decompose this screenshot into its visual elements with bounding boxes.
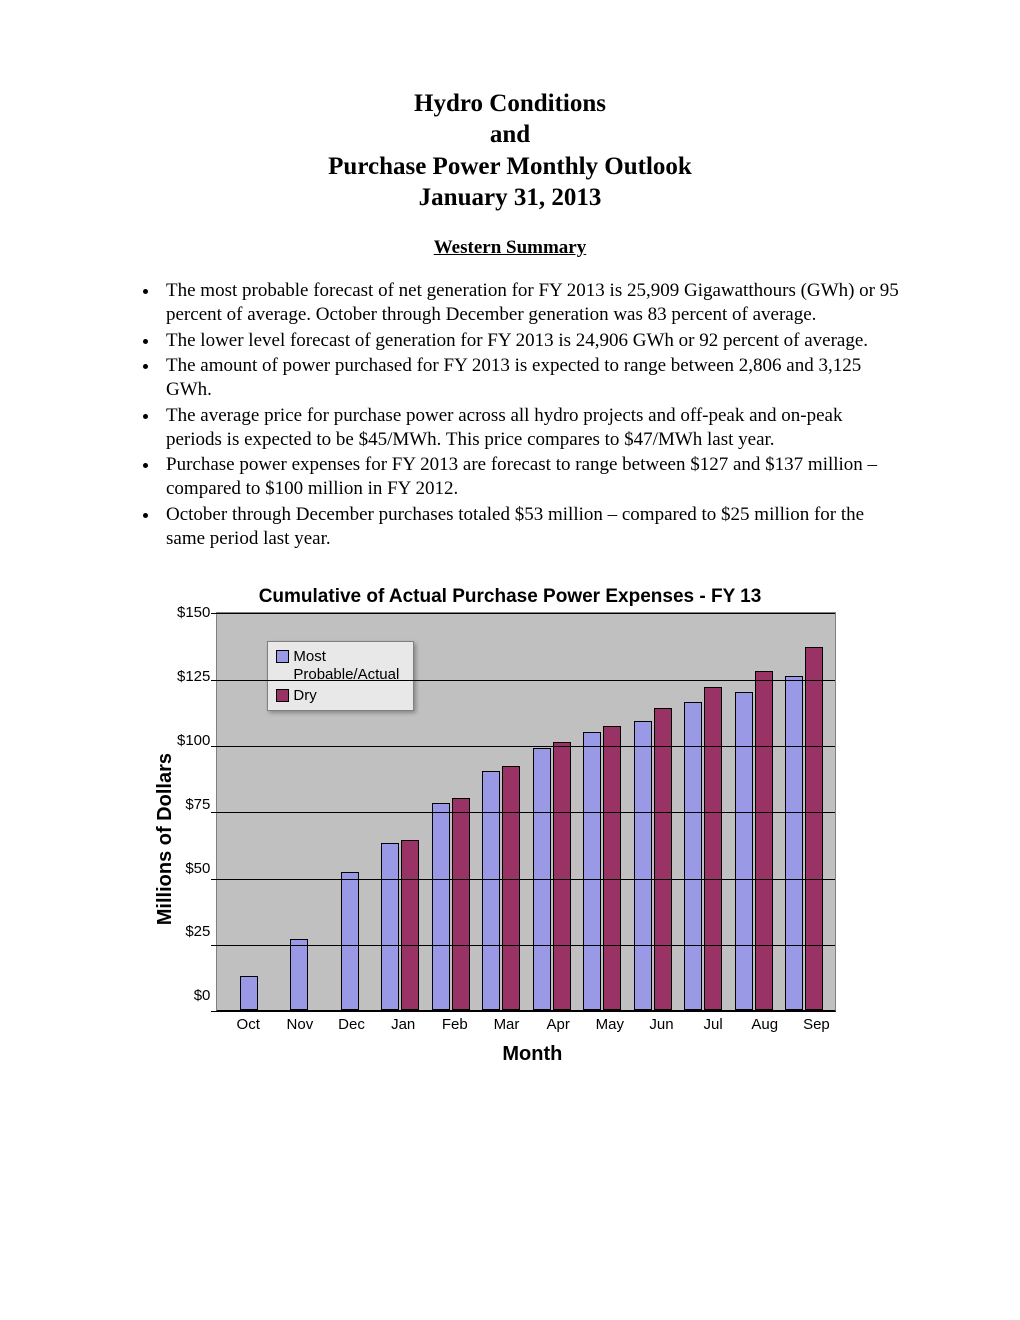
month-bar-group <box>530 742 574 1010</box>
title-line-2: and <box>120 119 900 150</box>
x-tick-label: Dec <box>330 1016 374 1033</box>
bar <box>634 721 652 1010</box>
y-tick-mark <box>211 746 217 747</box>
y-tick-label: $50 <box>185 860 210 877</box>
y-tick-mark <box>211 879 217 880</box>
month-bar-group <box>277 939 321 1011</box>
y-tick-label: $100 <box>177 732 210 749</box>
bar <box>240 976 258 1010</box>
x-tick-label: Jan <box>381 1016 425 1033</box>
x-tick-label: Apr <box>536 1016 580 1033</box>
bullet-item: The amount of power purchased for FY 201… <box>160 354 900 402</box>
title-line-4: January 31, 2013 <box>120 182 900 213</box>
summary-bullets: The most probable forecast of net genera… <box>160 279 900 550</box>
bullet-item: Purchase power expenses for FY 2013 are … <box>160 453 900 501</box>
x-axis-ticks: Oct Nov Dec Jan Feb Mar Apr May Jun Jul Aug Sep <box>216 1012 848 1033</box>
title-line-1: Hydro Conditions <box>120 88 900 119</box>
bar <box>502 766 520 1010</box>
bar <box>401 840 419 1010</box>
bar <box>553 742 571 1010</box>
bar <box>432 803 450 1010</box>
x-tick-label: Mar <box>484 1016 528 1033</box>
x-tick-label: Jun <box>639 1016 683 1033</box>
title-block: Hydro Conditions and Purchase Power Mont… <box>120 88 900 213</box>
y-tick-mark <box>211 812 217 813</box>
chart-container: Cumulative of Actual Purchase Power Expe… <box>150 586 870 1066</box>
x-tick-label: May <box>588 1016 632 1033</box>
x-tick-label: Nov <box>278 1016 322 1033</box>
y-tick-label: $150 <box>177 604 210 621</box>
y-axis-title: Millions of Dollars <box>150 753 177 925</box>
x-tick-label: Oct <box>226 1016 270 1033</box>
bar <box>341 872 359 1010</box>
y-tick-mark <box>211 680 217 681</box>
bar <box>583 732 601 1011</box>
month-bar-group <box>681 687 725 1011</box>
month-bar-group <box>479 766 523 1010</box>
x-axis-title: Month <box>216 1043 848 1066</box>
bar <box>290 939 308 1011</box>
bar <box>482 771 500 1010</box>
y-tick-label: $0 <box>194 987 211 1004</box>
bullet-item: October through December purchases total… <box>160 503 900 551</box>
x-tick-label: Feb <box>433 1016 477 1033</box>
grid-line <box>217 879 835 880</box>
bar <box>785 676 803 1010</box>
bar <box>684 702 702 1010</box>
x-tick-label: Aug <box>743 1016 787 1033</box>
bullet-item: The lower level forecast of generation f… <box>160 329 900 353</box>
month-bar-group <box>631 708 675 1010</box>
y-tick-label: $125 <box>177 668 210 685</box>
month-bar-group <box>378 840 422 1010</box>
x-tick-label: Sep <box>794 1016 838 1033</box>
bar <box>603 726 621 1010</box>
y-tick-mark <box>211 1011 217 1012</box>
bar <box>381 843 399 1010</box>
chart-title: Cumulative of Actual Purchase Power Expe… <box>150 586 870 608</box>
grid-line <box>217 680 835 681</box>
y-tick-label: $75 <box>185 796 210 813</box>
month-bar-group <box>732 671 776 1011</box>
y-tick-mark <box>211 613 217 614</box>
month-bar-group <box>429 798 473 1010</box>
month-bar-group <box>328 872 372 1010</box>
bar <box>704 687 722 1011</box>
y-tick-label: $25 <box>185 923 210 940</box>
title-line-3: Purchase Power Monthly Outlook <box>120 151 900 182</box>
bullet-item: The average price for purchase power acr… <box>160 404 900 452</box>
x-tick-label: Jul <box>691 1016 735 1033</box>
grid-line <box>217 746 835 747</box>
grid-line <box>217 812 835 813</box>
month-bar-group <box>580 726 624 1010</box>
month-bar-group <box>227 976 271 1010</box>
document-page: Hydro Conditions and Purchase Power Mont… <box>0 0 1020 1320</box>
bar <box>654 708 672 1010</box>
bar <box>735 692 753 1010</box>
bar <box>452 798 470 1010</box>
grid-line <box>217 613 835 614</box>
bullet-item: The most probable forecast of net genera… <box>160 279 900 327</box>
section-subtitle: Western Summary <box>120 237 900 259</box>
bar <box>805 647 823 1011</box>
bar <box>755 671 773 1011</box>
y-tick-mark <box>211 945 217 946</box>
grid-line <box>217 945 835 946</box>
plot-area: Most Probable/ActualDry <box>216 612 836 1012</box>
month-bar-group <box>782 647 826 1011</box>
